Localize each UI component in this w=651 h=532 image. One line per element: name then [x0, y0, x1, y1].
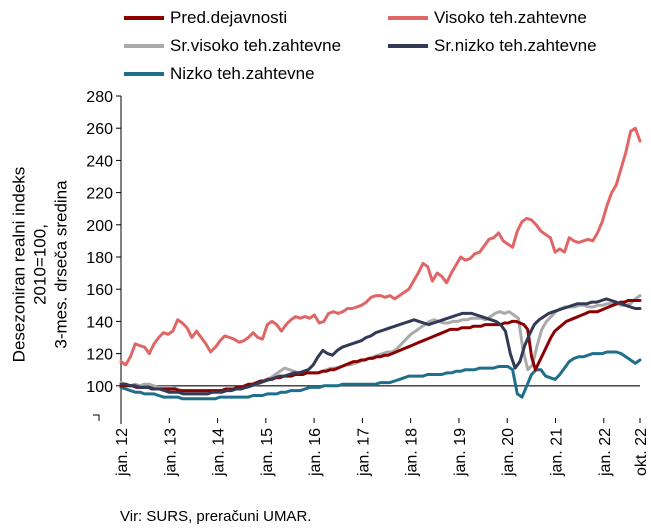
x-tick-label: jan. 13 [162, 428, 179, 477]
x-tick-label: jan. 15 [259, 428, 276, 477]
x-tick-label: jan. 19 [452, 428, 469, 477]
y-tick-label: 180 [86, 250, 113, 267]
x-tick-label: jan. 20 [500, 428, 517, 477]
x-tick-label: jan. 14 [211, 428, 228, 477]
series-line-sr-visoko-teh-zahtevne [119, 294, 642, 394]
y-axis-label: Desezoniran realni indeks 2010=100, 3-me… [9, 155, 72, 375]
axes [93, 95, 641, 424]
legend-label: Visoko teh.zahtevne [434, 8, 587, 27]
legend-label: Sr.visoko teh.zahtevne [170, 36, 342, 55]
y-tick-label: 240 [86, 153, 113, 170]
series-line-nizko-teh-zahtevne [119, 350, 642, 401]
y-axis-label-line-2: 3-mes. drseča sredina [51, 180, 71, 349]
x-tick-label: jan. 18 [404, 428, 421, 477]
y-tick-label: 120 [86, 347, 113, 364]
y-tick-label: 160 [86, 282, 113, 299]
x-tick-label: jan. 17 [355, 428, 372, 477]
legend-item-pred-dejavnosti: Pred.dejavnosti [124, 6, 287, 30]
series-line-sr-nizko-teh-zahtevne [119, 297, 642, 396]
x-tick-label: jan. 16 [307, 428, 324, 477]
axis-break-mark [93, 414, 100, 421]
x-tick-label: okt. 22 [633, 428, 650, 476]
legend-swatch [124, 44, 164, 48]
legend-item-sr-nizko: Sr.nizko teh.zahtevne [388, 34, 597, 58]
y-tick-label: 260 [86, 121, 113, 138]
legend-swatch [388, 44, 428, 48]
y-tick-labels: 100 120 140 160 180 200 220 240 260 280 [86, 89, 113, 396]
y-tick-label: 200 [86, 218, 113, 235]
legend-label: Sr.nizko teh.zahtevne [434, 36, 597, 55]
y-tick-label: 220 [86, 186, 113, 203]
x-tick-label: jan. 12 [114, 428, 131, 477]
legend-item-sr-visoko: Sr.visoko teh.zahtevne [124, 34, 341, 58]
y-tick-label: 100 [86, 379, 113, 396]
legend-item-visoko: Visoko teh.zahtevne [388, 6, 587, 30]
x-tick-label: jan. 22 [597, 428, 614, 477]
legend-swatch [388, 16, 428, 20]
series-line-pred-dejavnosti [119, 299, 642, 393]
legend-label: Nizko teh.zahtevne [170, 64, 315, 83]
legend-swatch [124, 72, 164, 76]
legend-item-nizko: Nizko teh.zahtevne [124, 62, 315, 86]
series-line-visoko-teh-zahtevne [119, 126, 642, 367]
x-tick-labels: jan. 12 jan. 13 jan. 14 jan. 15 jan. 16 jan. … [114, 428, 650, 477]
y-axis-label-line-1: Desezoniran realni indeks 2010=100, [9, 166, 50, 363]
x-tick-label: jan. 21 [549, 428, 566, 477]
y-tick-label: 140 [86, 314, 113, 331]
legend-swatch [124, 16, 164, 20]
legend: Pred.dejavnosti Visoko teh.zahtevne Sr.v… [0, 0, 651, 90]
source-note: Vir: SURS, preračuni UMAR. [120, 508, 312, 525]
series-layer [119, 126, 642, 401]
legend-label: Pred.dejavnosti [170, 8, 288, 27]
y-tick-label: 280 [86, 89, 113, 106]
